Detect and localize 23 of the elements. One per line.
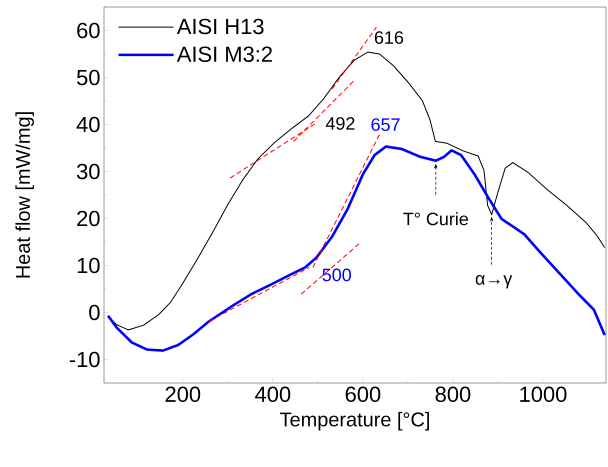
legend-label: AISI H13 [176, 18, 264, 34]
y-tick-label: 0 [89, 304, 100, 320]
annotation: 500 [322, 268, 351, 282]
y-tick-label: -10 [70, 352, 100, 368]
annotation: 616 [374, 31, 404, 44]
legend-label: AISI M3:2 [176, 46, 272, 62]
annotation: 492 [326, 117, 354, 130]
annotation: 657 [371, 118, 400, 131]
x-axis-title: Temperature [°C] [280, 412, 429, 430]
x-tick-label: 800 [436, 386, 470, 402]
y-tick-label: 40 [76, 116, 100, 132]
annotation: T° Curie [403, 212, 468, 226]
y-tick-label: 60 [77, 22, 100, 38]
y-axis-title: Heat flow [mW/mg] [15, 112, 34, 278]
x-tick-label: 400 [255, 386, 290, 402]
x-tick-label: 600 [346, 386, 380, 402]
x-tick-label: 200 [166, 386, 200, 402]
x-tick-label: 1000 [520, 386, 566, 402]
annotation: α→γ [476, 275, 512, 288]
y-tick-label: 30 [76, 164, 100, 180]
y-tick-label: 10 [78, 258, 100, 274]
y-tick-label: 50 [76, 70, 100, 86]
y-tick-label: 20 [77, 210, 100, 226]
